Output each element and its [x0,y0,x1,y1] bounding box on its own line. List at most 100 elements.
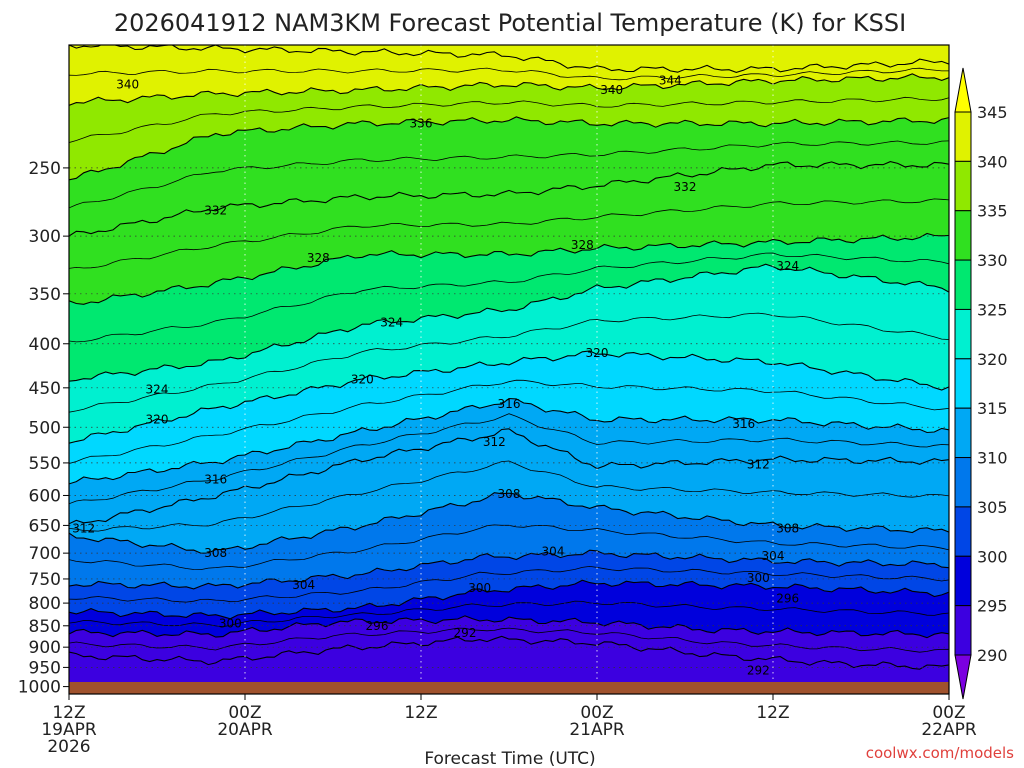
filled-contours [69,45,949,682]
contour-label: 308 [204,546,227,560]
contour-line-minor [69,252,949,343]
colorbar-segment [954,605,972,656]
colorbar-segment [954,160,972,212]
svg-text:328: 328 [307,251,330,265]
contour-label: 340 [116,77,139,91]
svg-text:296: 296 [776,591,799,605]
svg-text:308: 308 [498,487,521,501]
contour-line-320 [69,350,949,444]
colorbar-segment [954,555,972,607]
contour-label: 320 [146,413,169,427]
y-tick-label: 650 [29,516,61,536]
svg-text:340: 340 [600,83,623,97]
x-tick-label: 12Z [404,703,437,723]
svg-text:336: 336 [410,116,433,130]
y-tick-label: 850 [29,617,61,637]
contour-line-340 [69,73,949,106]
x-tick-label: 12Z [756,703,789,723]
y-tick-label: 1000 [18,678,61,698]
plot-frame [68,44,950,695]
y-tick-label: 700 [29,544,61,564]
svg-text:316: 316 [204,473,227,487]
contour-label: 312 [72,521,95,535]
contour-label: 292 [747,664,770,678]
colorbar-label: 325 [977,300,1008,319]
contour-label: 324 [380,316,403,330]
colorbar-label: 320 [977,350,1008,369]
svg-text:316: 316 [498,397,521,411]
svg-text:320: 320 [146,413,169,427]
svg-text:320: 320 [351,372,374,386]
contour-label: 304 [292,578,315,592]
svg-text:312: 312 [483,435,506,449]
contour-label: 304 [762,549,785,563]
svg-text:308: 308 [776,521,799,535]
contour-label: 328 [571,238,594,252]
svg-text:332: 332 [674,180,697,194]
contour-line-minor [69,140,949,209]
x-tick-label: 00Z [932,703,965,723]
contour-label: 324 [146,382,169,396]
svg-text:332: 332 [204,203,227,217]
contour-label: 316 [204,473,227,487]
colorbar-segment [954,259,972,310]
y-tick-label: 500 [29,418,61,438]
contour-line-300 [69,579,949,620]
y-tick-label: 400 [29,335,61,355]
y-tick-label: 350 [29,285,61,305]
contour-label: 308 [498,487,521,501]
svg-text:316: 316 [732,417,755,431]
svg-text:340: 340 [116,77,139,91]
contour-line-minor [69,198,949,269]
x-tick-label: 12Z [52,703,85,723]
contour-label: 316 [498,397,521,411]
contour-line-minor [69,460,949,532]
contour-label: 308 [776,521,799,535]
svg-text:308: 308 [204,546,227,560]
svg-text:344: 344 [659,74,682,88]
colorbar-label: 345 [977,103,1008,122]
x-tick-label: 2026 [47,737,90,757]
x-tick-label: 00Z [580,703,613,723]
x-tick-label: 22APR [921,720,977,740]
contour-label: 320 [351,372,374,386]
colorbar-segment [954,111,972,162]
y-axis: 2503003504004505005506006507007508008509… [18,159,69,698]
contour-label: 296 [776,591,799,605]
ground-surface [69,682,949,694]
contour-label: 300 [219,617,242,631]
y-tick-label: 550 [29,454,61,474]
y-tick-label: 800 [29,594,61,614]
x-tick-label: 21APR [569,720,625,740]
contour-line-328 [69,232,949,305]
colorbar-segment [954,358,972,409]
svg-text:304: 304 [542,545,565,559]
contour-line-minor [69,379,949,464]
credit-text: coolwx.com/models [866,744,1014,762]
svg-text:292: 292 [747,664,770,678]
svg-text:292: 292 [454,626,477,640]
y-tick-label: 250 [29,159,61,179]
contour-label: 340 [600,83,623,97]
colorbar-segment [954,457,972,508]
colorbar-segment [954,506,972,557]
contour-label: 300 [468,581,491,595]
colorbar-segment [954,308,972,360]
colorbar-label: 335 [977,202,1008,221]
contour-line-minor [69,565,949,603]
colorbar-arrow-bottom [954,654,972,700]
contour-label: 324 [776,259,799,273]
contour-label: 304 [542,545,565,559]
contour-line-minor [69,96,949,143]
contour-line-minor [69,627,949,653]
colorbar-label: 305 [977,498,1008,517]
svg-text:300: 300 [219,617,242,631]
contour-line-304 [69,549,949,590]
contour-line-minor [69,312,949,413]
colorbar-label: 315 [977,399,1008,418]
contour-labels: 340 336 340 344 332 332 328 328 324 324 320 320 324 3… [72,74,799,678]
colorbar-label: 340 [977,152,1008,171]
colorbar-arrow-top [954,67,972,113]
